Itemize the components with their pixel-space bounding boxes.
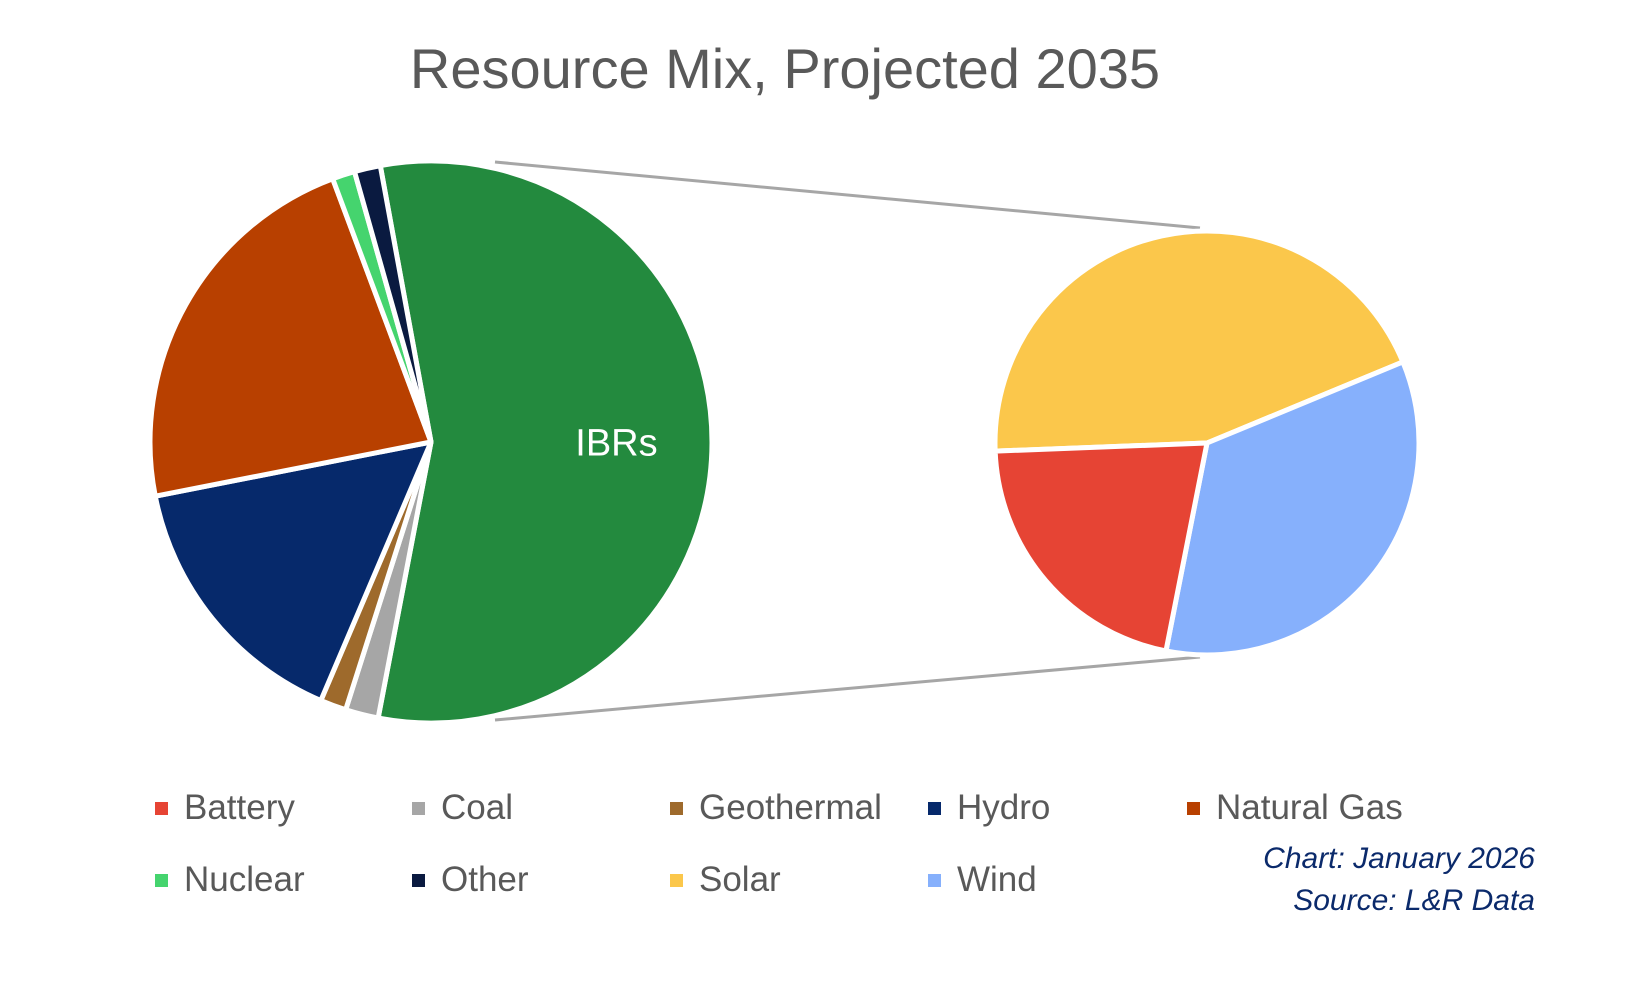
legend-swatch — [1187, 801, 1200, 815]
chart-date-note: Chart: January 2026 — [1263, 842, 1535, 875]
legend-item-hydro: Hydro — [928, 788, 1050, 828]
legend-swatch — [928, 873, 941, 887]
legend-item-solar: Solar — [670, 860, 781, 900]
legend-item-geothermal: Geothermal — [670, 788, 882, 828]
main-pie-slice-other — [351, 163, 434, 445]
legend-label: Nuclear — [184, 860, 305, 899]
legend-label: Geothermal — [699, 788, 882, 827]
legend-item-other: Other — [412, 860, 529, 900]
legend-label: Natural Gas — [1216, 788, 1403, 827]
secondary-pie-slice-wind — [1163, 359, 1422, 658]
legend-label: Hydro — [957, 788, 1051, 827]
legend-swatch — [155, 873, 168, 887]
legend-swatch — [412, 801, 425, 815]
slice-label-ibrs: IBRs — [575, 423, 657, 465]
legend-label: Battery — [184, 788, 295, 827]
connector-line-bottom — [494, 655, 1201, 722]
legend-label: Coal — [441, 788, 513, 827]
main-pie-slice-ibrs — [375, 158, 715, 726]
legend-label: Other — [441, 860, 529, 899]
legend-swatch — [928, 801, 941, 815]
chart-title: Resource Mix, Projected 2035 — [409, 37, 1161, 100]
secondary-pie-slice-solar — [992, 228, 1406, 454]
legend-label: Solar — [699, 860, 781, 899]
secondary-pie-slice-battery — [992, 440, 1210, 654]
legend-swatch — [412, 873, 425, 887]
legend-item-coal: Coal — [412, 788, 513, 828]
source-note: Source: L&R Data — [1293, 884, 1535, 917]
legend-label: Wind — [957, 860, 1037, 899]
connector-line-top — [494, 160, 1201, 230]
legend-item-nuclear: Nuclear — [155, 860, 305, 900]
legend-item-natural-gas: Natural Gas — [1187, 788, 1403, 828]
legend-swatch — [155, 801, 168, 815]
main-pie-slice-hydro — [152, 439, 434, 704]
legend-item-battery: Battery — [155, 788, 295, 828]
legend-swatch — [670, 873, 683, 887]
legend-item-wind: Wind — [928, 860, 1037, 900]
legend-swatch — [670, 801, 683, 815]
